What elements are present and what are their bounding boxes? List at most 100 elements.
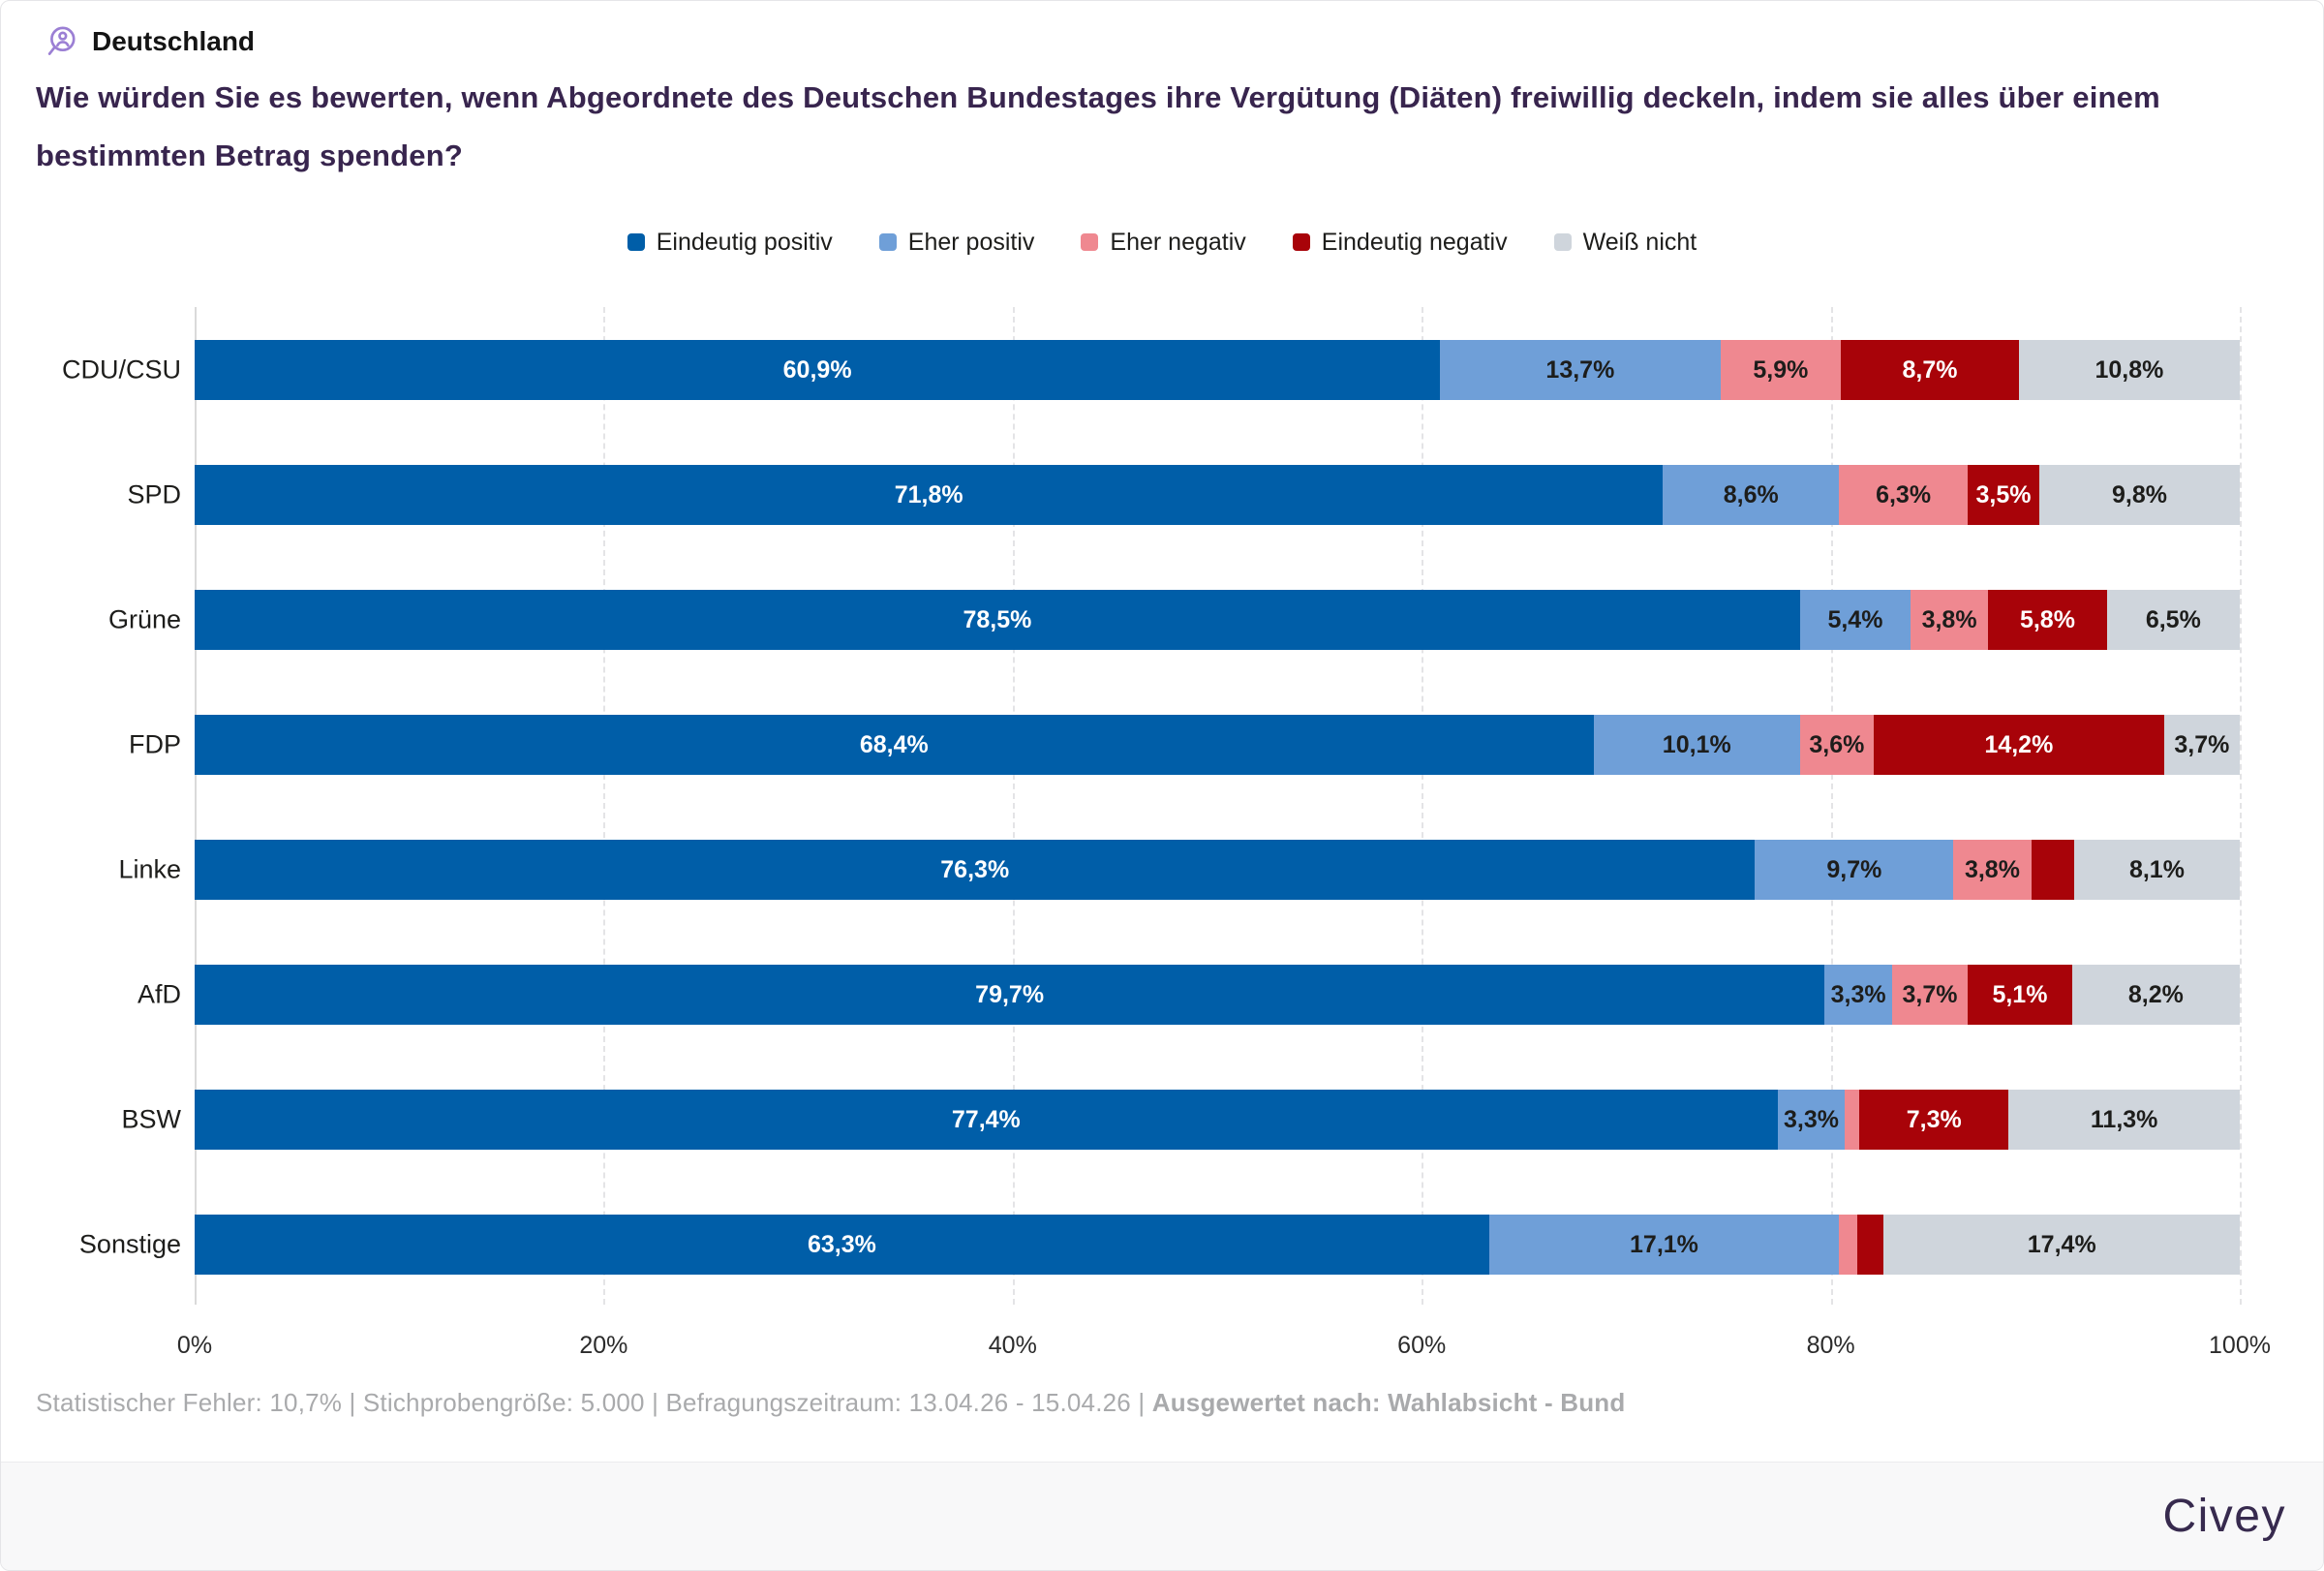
- stacked-bar: 77,4% 3,3% 7,3% 11,3%: [195, 1090, 2240, 1150]
- chart-row: CDU/CSU 60,9% 13,7% 5,9% 8,7% 10,8%: [62, 340, 2240, 400]
- category-label: CDU/CSU: [61, 354, 181, 385]
- region-header: Deutschland: [44, 24, 255, 59]
- bar-segment: 11,3%: [2008, 1090, 2240, 1150]
- chart-row: Sonstige 63,3% 17,1% 17,4%: [79, 1215, 2240, 1275]
- chart-row: Linke 76,3% 9,7% 3,8% 8,1%: [118, 840, 2240, 900]
- bar-segment: 6,5%: [2106, 590, 2240, 650]
- legend-item: Eher positiv: [878, 228, 1035, 257]
- category-label: Grüne: [107, 604, 181, 634]
- survey-metadata-evaluation: Ausgewertet nach: Wahlabsicht - Bund: [1151, 1388, 1626, 1417]
- bar-segment: [1857, 1215, 1884, 1275]
- stacked-bar: 76,3% 9,7% 3,8% 8,1%: [195, 840, 2240, 900]
- stacked-bar: 71,8% 8,6% 6,3% 3,5% 9,8%: [195, 465, 2240, 525]
- person-search-icon: [44, 24, 78, 59]
- bar-segment: 5,4%: [1799, 590, 1911, 650]
- bar-segment: 60,9%: [195, 340, 1441, 400]
- legend-item: Weiß nicht: [1553, 228, 1697, 257]
- legend-label: Eindeutig negativ: [1321, 228, 1508, 256]
- bar-segment: 3,8%: [1953, 840, 2032, 900]
- bar-segment: 7,3%: [1859, 1090, 2009, 1150]
- x-tick-label: 40%: [988, 1332, 1037, 1359]
- stacked-bar: 60,9% 13,7% 5,9% 8,7% 10,8%: [195, 340, 2240, 400]
- bar-segment: 5,9%: [1720, 340, 1842, 400]
- bar-segment: 3,5%: [1968, 465, 2039, 525]
- legend-label: Eher positiv: [907, 228, 1035, 256]
- bar-segment: 10,8%: [2018, 340, 2240, 400]
- bar-segment: 13,7%: [1440, 340, 1721, 400]
- legend-swatch-icon: [627, 233, 645, 251]
- bar-segment: 8,7%: [1841, 340, 2019, 400]
- bar-segment: 9,8%: [2038, 465, 2240, 525]
- bar-segment: 10,1%: [1593, 715, 1800, 775]
- legend-item: Eindeutig negativ: [1292, 228, 1508, 257]
- legend-label: Weiß nicht: [1582, 228, 1697, 256]
- x-tick-label: 0%: [176, 1332, 213, 1359]
- bar-segment: 3,7%: [2163, 715, 2240, 775]
- chart-legend: Eindeutig positiv Eher positiv Eher negati…: [1, 222, 2323, 262]
- legend-label: Eher negativ: [1110, 228, 1246, 256]
- region-label: Deutschland: [92, 26, 256, 56]
- gridline: [1830, 307, 1833, 1305]
- bar-segment: 17,1%: [1488, 1215, 1840, 1275]
- bar-segment: [1839, 1215, 1858, 1275]
- legend-swatch-icon: [878, 233, 897, 251]
- stacked-bar: 63,3% 17,1% 17,4%: [195, 1215, 2240, 1275]
- category-label: FDP: [129, 729, 181, 759]
- category-label: SPD: [127, 479, 181, 509]
- plot-area: CDU/CSU 60,9% 13,7% 5,9% 8,7% 10,8% SPD 71,8% 8,…: [62, 307, 2242, 1305]
- chart-row: SPD 71,8% 8,6% 6,3% 3,5% 9,8%: [127, 465, 2240, 525]
- legend-swatch-icon: [1553, 233, 1572, 251]
- x-tick-label: 100%: [2209, 1332, 2271, 1359]
- stacked-bar: 68,4% 10,1% 3,6% 14,2% 3,7%: [195, 715, 2240, 775]
- brand-band: Civey: [1, 1462, 2323, 1570]
- gridline: [2240, 307, 2242, 1305]
- bar-segment: [1845, 1090, 1860, 1150]
- x-tick-label: 60%: [1397, 1332, 1447, 1359]
- chart-row: FDP 68,4% 10,1% 3,6% 14,2% 3,7%: [129, 715, 2240, 775]
- chart-row: BSW 77,4% 3,3% 7,3% 11,3%: [121, 1090, 2240, 1150]
- x-tick-label: 20%: [579, 1332, 628, 1359]
- bar-segment: 79,7%: [195, 965, 1825, 1025]
- bar-segment: [2031, 840, 2074, 900]
- survey-metadata: Statistischer Fehler: 10,7% | Stichprobe…: [36, 1388, 1625, 1418]
- bar-segment: 3,3%: [1777, 1090, 1846, 1150]
- category-label: Linke: [118, 854, 181, 884]
- bar-segment: 5,8%: [1988, 590, 2107, 650]
- bar-segment: 76,3%: [195, 840, 1756, 900]
- gridline: [1012, 307, 1015, 1305]
- stacked-bar: 78,5% 5,4% 3,8% 5,8% 6,5%: [195, 590, 2240, 650]
- gridline: [603, 307, 606, 1305]
- bar-segment: 8,2%: [2071, 965, 2240, 1025]
- category-label: AfD: [137, 979, 181, 1009]
- stacked-bar: 79,7% 3,3% 3,7% 5,1% 8,2%: [195, 965, 2240, 1025]
- survey-metadata-regular: Statistischer Fehler: 10,7% | Stichprobe…: [36, 1388, 1152, 1417]
- x-axis-labels: 0% 20% 40% 60% 80% 100%: [177, 1332, 2271, 1363]
- chart-row: AfD 79,7% 3,3% 3,7% 5,1% 8,2%: [138, 965, 2240, 1025]
- bar-segment: 9,7%: [1755, 840, 1954, 900]
- bar-segment: 8,1%: [2073, 840, 2240, 900]
- bar-segment: 17,4%: [1883, 1215, 2240, 1275]
- civey-logo[interactable]: Civey: [2162, 1491, 2286, 1542]
- x-tick-label: 80%: [1806, 1332, 1855, 1359]
- legend-item: Eher negativ: [1081, 228, 1246, 257]
- gridline: [1422, 307, 1424, 1305]
- bar-segment: 3,8%: [1910, 590, 1989, 650]
- bar-segment: 6,3%: [1839, 465, 1969, 525]
- bar-segment: 68,4%: [195, 715, 1594, 775]
- bar-segment: 8,6%: [1663, 465, 1840, 525]
- poll-question-title: Wie würden Sie es bewerten, wenn Abgeord…: [36, 80, 2160, 172]
- bar-segment: 5,1%: [1968, 965, 2072, 1025]
- legend-item: Eindeutig positiv: [627, 229, 833, 257]
- bar-segment: 63,3%: [195, 1215, 1489, 1275]
- chart-row: Grüne 78,5% 5,4% 3,8% 5,8% 6,5%: [108, 590, 2240, 650]
- legend-swatch-icon: [1292, 233, 1310, 251]
- bar-segment: 3,7%: [1891, 965, 1969, 1025]
- bar-segment: 77,4%: [195, 1090, 1778, 1150]
- bar-segment: 3,3%: [1824, 965, 1892, 1025]
- bar-segment: 3,6%: [1799, 715, 1874, 775]
- legend-swatch-icon: [1081, 233, 1099, 251]
- category-label: BSW: [121, 1104, 181, 1134]
- bar-segment: 14,2%: [1873, 715, 2164, 775]
- legend-label: Eindeutig positiv: [656, 228, 833, 256]
